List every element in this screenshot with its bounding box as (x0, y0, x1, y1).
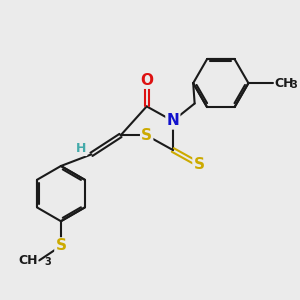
Text: N: N (167, 113, 179, 128)
Text: O: O (140, 73, 153, 88)
Text: S: S (141, 128, 152, 143)
Text: S: S (56, 238, 66, 253)
Text: S: S (194, 157, 205, 172)
Text: 3: 3 (44, 257, 51, 267)
Text: 3: 3 (290, 80, 297, 90)
Text: CH: CH (274, 76, 294, 90)
Text: CH: CH (18, 254, 38, 267)
Text: H: H (76, 142, 86, 155)
